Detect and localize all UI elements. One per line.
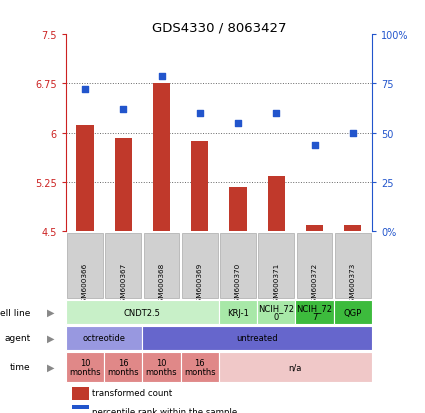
FancyBboxPatch shape	[297, 233, 332, 298]
FancyBboxPatch shape	[334, 301, 372, 324]
Bar	[306, 225, 323, 232]
Text: ▶: ▶	[48, 362, 55, 372]
Text: NCIH_72
7: NCIH_72 7	[297, 304, 332, 321]
Title: GDS4330 / 8063427: GDS4330 / 8063427	[152, 21, 286, 34]
FancyBboxPatch shape	[220, 233, 256, 298]
Text: agent: agent	[4, 334, 31, 343]
Text: untreated: untreated	[236, 334, 278, 343]
Text: transformed count: transformed count	[92, 387, 172, 396]
FancyBboxPatch shape	[182, 233, 218, 298]
FancyBboxPatch shape	[335, 233, 371, 298]
Text: GSM600372: GSM600372	[312, 262, 317, 306]
Text: GSM600367: GSM600367	[120, 262, 126, 306]
FancyBboxPatch shape	[181, 352, 219, 382]
Text: NCIH_72
0: NCIH_72 0	[258, 304, 294, 321]
Bar	[72, 405, 89, 413]
FancyBboxPatch shape	[142, 352, 181, 382]
Bar	[230, 187, 246, 232]
Bar	[191, 141, 208, 232]
Text: 10
months: 10 months	[146, 358, 177, 376]
Text: 16
months: 16 months	[108, 358, 139, 376]
Text: octreotide: octreotide	[82, 334, 126, 343]
FancyBboxPatch shape	[142, 326, 372, 350]
Text: percentile rank within the sample: percentile rank within the sample	[92, 407, 237, 413]
Text: QGP: QGP	[344, 308, 362, 317]
Bar	[268, 176, 285, 232]
FancyBboxPatch shape	[144, 233, 179, 298]
FancyBboxPatch shape	[66, 352, 104, 382]
Text: cell line: cell line	[0, 308, 31, 317]
Text: ▶: ▶	[48, 333, 55, 343]
FancyBboxPatch shape	[258, 233, 294, 298]
Point	[82, 87, 88, 93]
Bar	[76, 126, 94, 232]
Text: GSM600366: GSM600366	[82, 262, 88, 306]
Text: GSM600371: GSM600371	[273, 262, 279, 306]
Text: GSM600368: GSM600368	[159, 262, 164, 306]
FancyBboxPatch shape	[105, 233, 141, 298]
FancyBboxPatch shape	[219, 352, 372, 382]
FancyBboxPatch shape	[66, 301, 219, 324]
FancyBboxPatch shape	[295, 301, 334, 324]
FancyBboxPatch shape	[219, 301, 257, 324]
Bar	[72, 387, 89, 400]
Text: GSM600373: GSM600373	[350, 262, 356, 306]
Point	[196, 111, 203, 117]
FancyBboxPatch shape	[257, 301, 295, 324]
Text: n/a: n/a	[289, 363, 302, 372]
Text: time: time	[10, 363, 31, 372]
Text: GSM600369: GSM600369	[197, 262, 203, 306]
Text: KRJ-1: KRJ-1	[227, 308, 249, 317]
Bar	[153, 84, 170, 232]
Bar	[115, 139, 132, 232]
Bar	[344, 225, 361, 232]
Point	[158, 73, 165, 80]
FancyBboxPatch shape	[66, 326, 142, 350]
Text: GSM600370: GSM600370	[235, 262, 241, 306]
FancyBboxPatch shape	[104, 352, 142, 382]
Point	[235, 120, 241, 127]
Point	[311, 142, 318, 149]
Point	[120, 107, 127, 113]
FancyBboxPatch shape	[67, 233, 103, 298]
Text: 16
months: 16 months	[184, 358, 215, 376]
Text: ▶: ▶	[48, 307, 55, 317]
Text: 10
months: 10 months	[69, 358, 101, 376]
Text: CNDT2.5: CNDT2.5	[124, 308, 161, 317]
Point	[349, 130, 356, 137]
Point	[273, 111, 280, 117]
